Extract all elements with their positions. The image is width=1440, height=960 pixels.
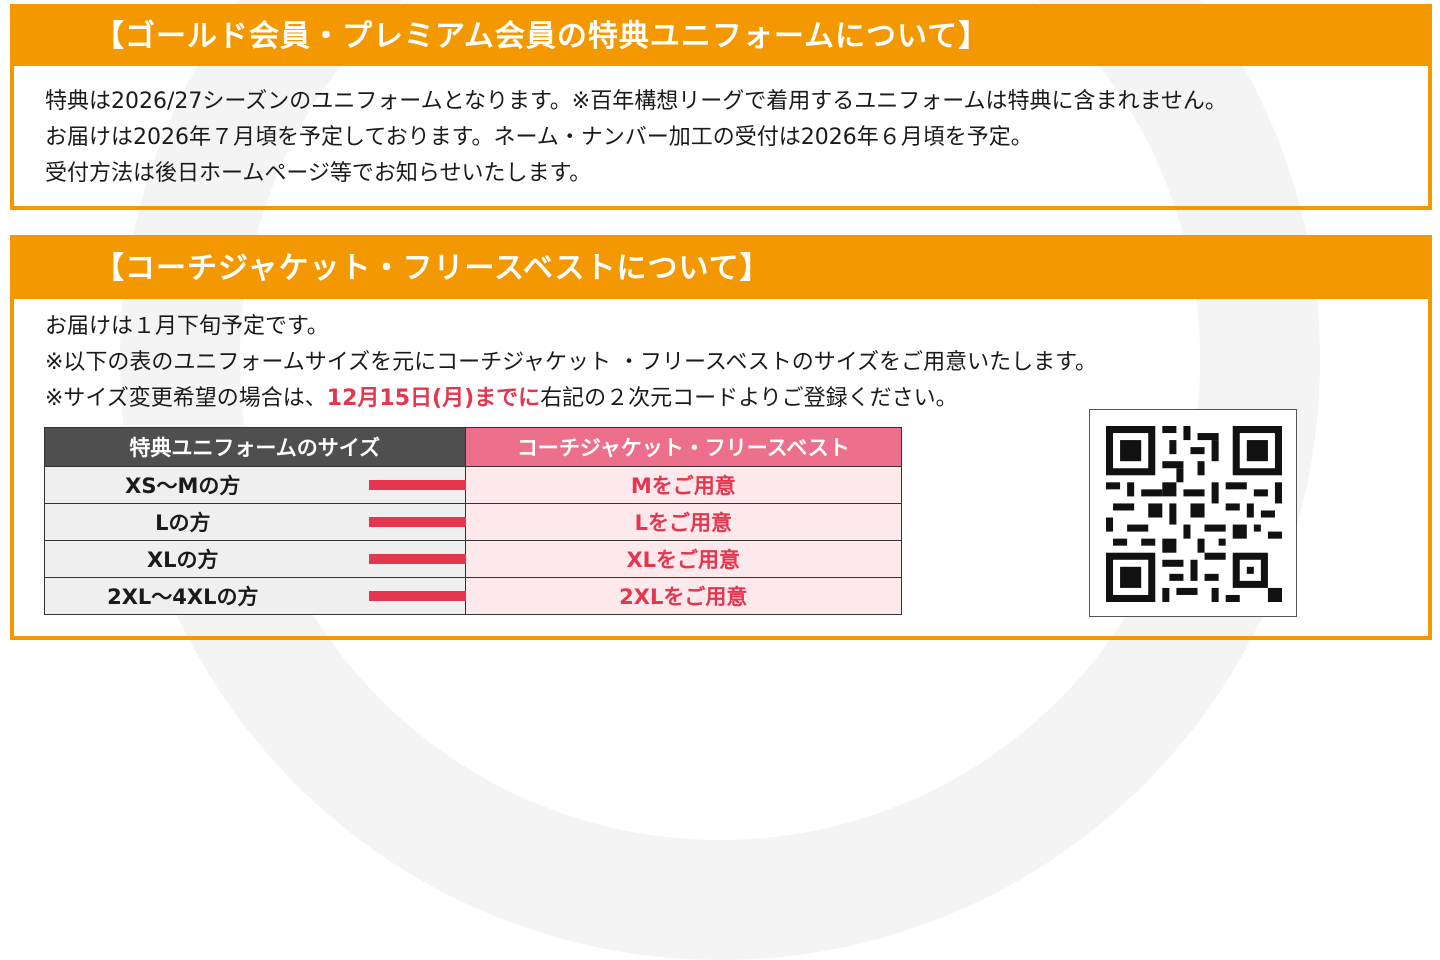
uniform-size-cell: 2XL～4XLの方	[44, 577, 563, 615]
uniform-size-cell: XS～Mの方	[44, 466, 563, 504]
uniform-benefit-line-1: 特典は2026/27シーズンのユニフォームとなります。※百年構想リーグで着用する…	[45, 89, 1227, 114]
table-row: 2XL～4XLの方 2XLをご用意	[44, 577, 903, 615]
deadline-highlight: 12月15日(月)までに	[326, 386, 541, 411]
table-row: Lの方 Lをご用意	[44, 503, 903, 541]
size-change-line: ※サイズ変更希望の場合は、12月15日(月)までに右記の２次元コードよりご登録く…	[45, 381, 1428, 417]
size-change-post: 右記の２次元コードよりご登録ください。	[540, 386, 958, 411]
uniform-size-label: XS～Mの方	[125, 474, 241, 498]
size-table-header: 特典ユニフォームのサイズ コーチジャケット・フリースベスト	[44, 427, 903, 467]
table-row: XLの方 XLをご用意	[44, 540, 903, 578]
size-table: 特典ユニフォームのサイズ コーチジャケット・フリースベスト XS～Mの方 Mをご…	[44, 427, 903, 615]
uniform-size-cell: Lの方	[44, 503, 563, 541]
jacket-size-cell: 2XLをご用意	[464, 577, 903, 615]
uniform-benefit-line-2: お届けは2026年７月頃を予定しております。ネーム・ナンバー加工の受付は2026…	[45, 125, 1033, 150]
uniform-benefit-panel: 【ゴールド会員・プレミアム会員の特典ユニフォームについて】 特典は2026/27…	[10, 4, 1432, 210]
coach-jacket-body: お届けは１月下旬予定です。 ※以下の表のユニフォームサイズを元にコーチジャケット…	[14, 299, 1428, 417]
uniform-size-cell: XLの方	[44, 540, 563, 578]
qr-code-icon	[1106, 426, 1282, 602]
header-jacket-size: コーチジャケット・フリースベスト	[464, 427, 903, 467]
uniform-size-label: 2XL～4XLの方	[107, 585, 259, 609]
uniform-size-label: Lの方	[155, 511, 211, 535]
uniform-benefit-body: 特典は2026/27シーズンのユニフォームとなります。※百年構想リーグで着用する…	[14, 66, 1428, 192]
uniform-benefit-line-3: 受付方法は後日ホームページ等でお知らせいたします。	[45, 161, 592, 186]
jacket-size-cell: Mをご用意	[464, 466, 903, 504]
size-basis-line: ※以下の表のユニフォームサイズを元にコーチジャケット ・フリースベストのサイズを…	[45, 350, 1097, 375]
qr-code[interactable]	[1089, 409, 1297, 617]
uniform-size-label: XLの方	[146, 548, 219, 572]
jacket-size-cell: Lをご用意	[464, 503, 903, 541]
delivery-line: お届けは１月下旬予定です。	[45, 314, 329, 339]
jacket-size-cell: XLをご用意	[464, 540, 903, 578]
size-change-pre: ※サイズ変更希望の場合は、	[45, 386, 327, 411]
coach-jacket-title: 【コーチジャケット・フリースベストについて】	[14, 239, 1428, 299]
table-row: XS～Mの方 Mをご用意	[44, 466, 903, 504]
uniform-benefit-title: 【ゴールド会員・プレミアム会員の特典ユニフォームについて】	[14, 8, 1428, 66]
header-uniform-size: 特典ユニフォームのサイズ	[44, 427, 466, 467]
coach-jacket-panel: 【コーチジャケット・フリースベストについて】 お届けは１月下旬予定です。 ※以下…	[10, 235, 1432, 640]
